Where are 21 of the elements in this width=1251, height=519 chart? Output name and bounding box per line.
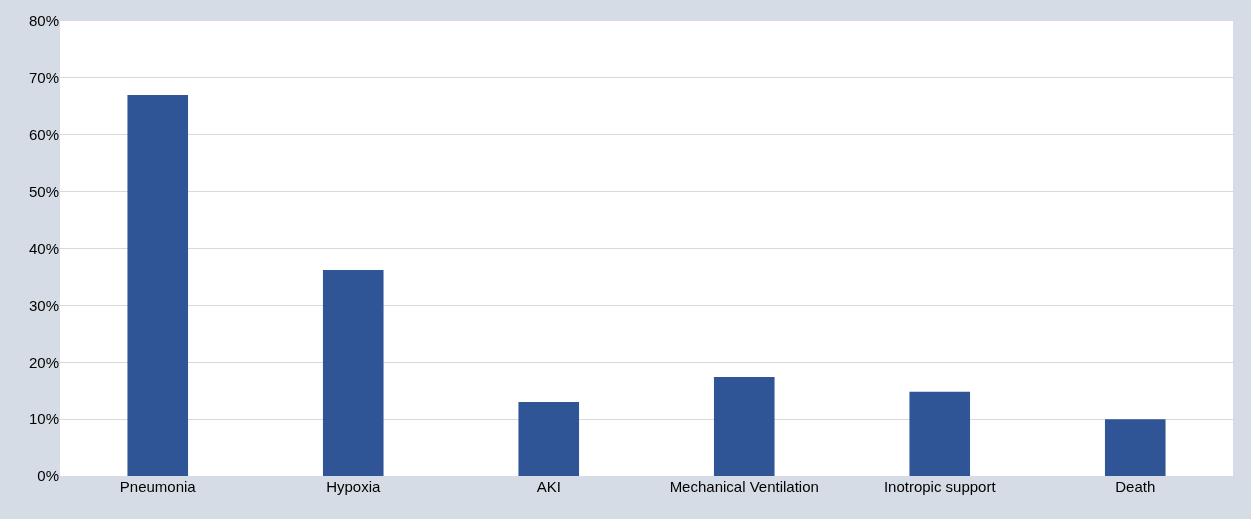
y-tick-label: 50% <box>28 182 59 200</box>
x-tick-label: AKI <box>536 478 561 495</box>
y-tick-label: 60% <box>28 126 59 143</box>
bar <box>713 377 775 476</box>
bar <box>1104 419 1166 476</box>
y-tick-label: 20% <box>28 353 59 371</box>
y-tick-label: 80% <box>28 12 59 30</box>
bar <box>127 94 189 476</box>
x-tick-label: Mechanical Ventilation <box>669 478 819 495</box>
y-tick-label: 10% <box>28 410 59 428</box>
x-tick-label: Pneumonia <box>119 478 197 495</box>
y-tick-label: 40% <box>28 239 59 257</box>
x-tick-label: Inotropic support <box>883 478 997 495</box>
x-tick-label: Hypoxia <box>326 478 381 495</box>
x-tick-label: Death <box>1115 478 1156 495</box>
y-tick-label: 70% <box>28 69 59 87</box>
y-tick-label: 30% <box>28 296 59 314</box>
bar <box>518 402 580 476</box>
bar <box>909 391 971 476</box>
y-tick-label: 0% <box>37 467 59 485</box>
bar <box>322 270 384 476</box>
